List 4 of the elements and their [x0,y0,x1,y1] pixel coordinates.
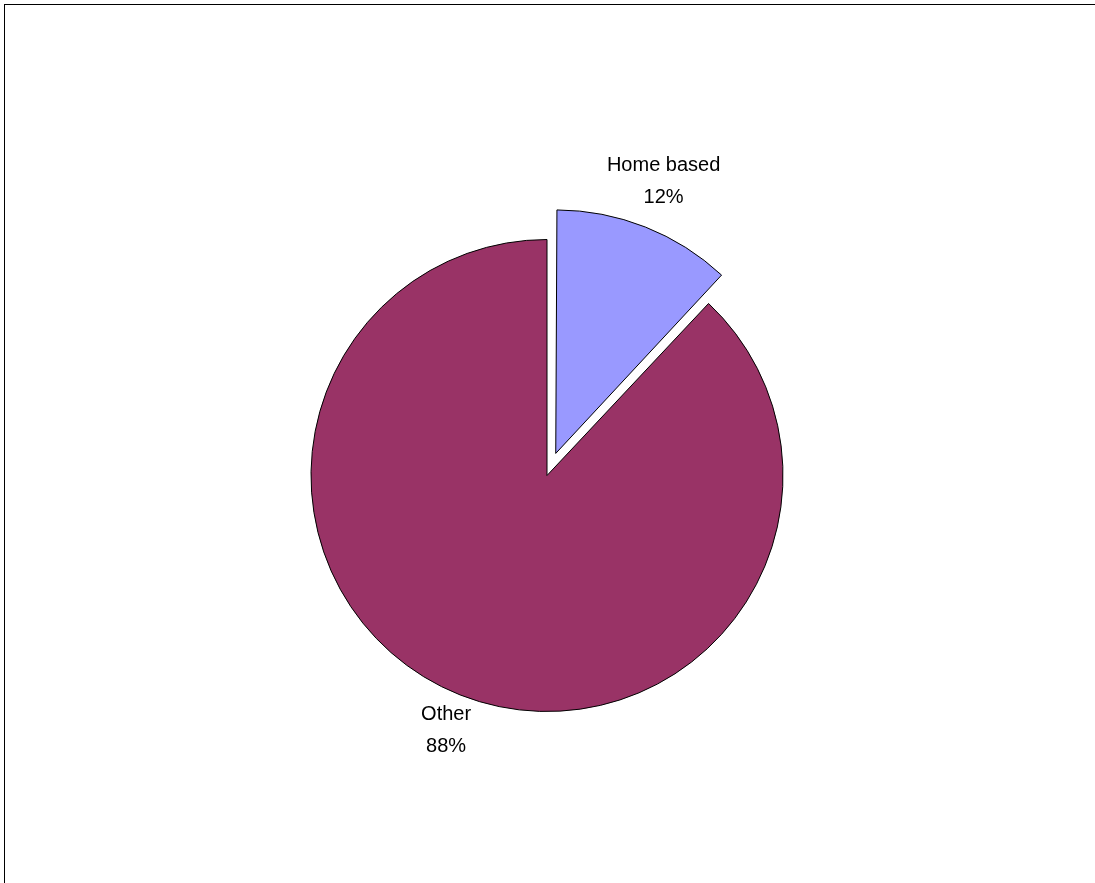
data-label: 88% [426,733,467,756]
data-label: 12% [643,184,684,207]
slice-label: Other [421,701,472,724]
slice-label: Home based [606,152,721,175]
